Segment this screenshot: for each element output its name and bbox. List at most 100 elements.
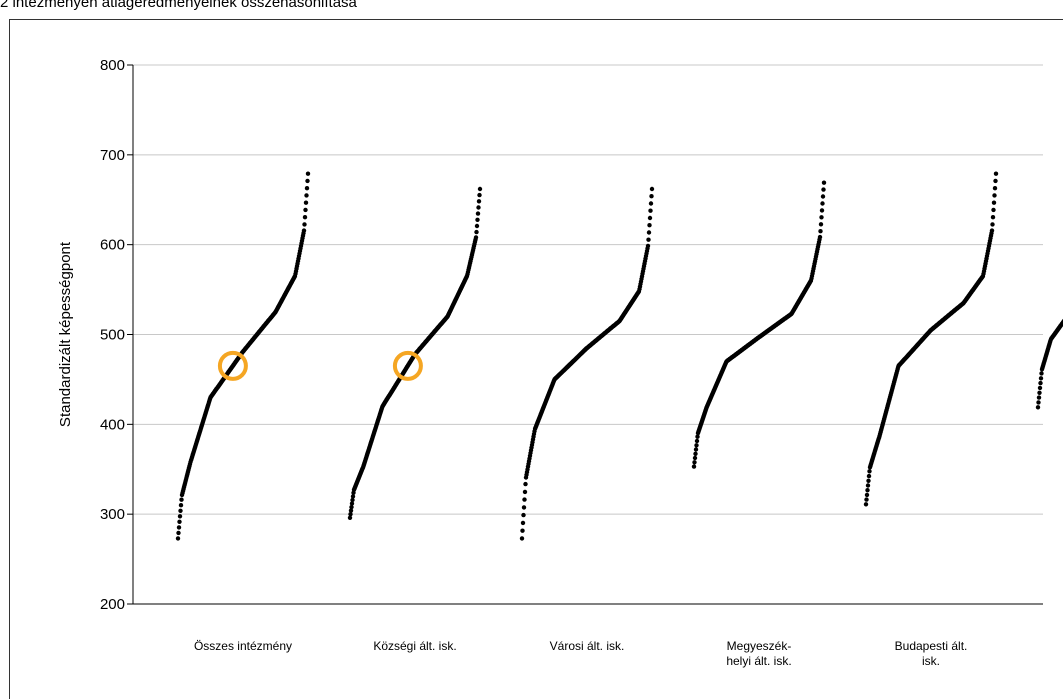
data-point bbox=[822, 181, 826, 185]
data-point bbox=[178, 509, 182, 513]
data-point bbox=[476, 211, 480, 215]
data-point bbox=[476, 205, 480, 209]
data-point bbox=[694, 447, 698, 451]
data-point bbox=[647, 230, 651, 234]
y-tick-label: 600 bbox=[100, 237, 125, 254]
data-point bbox=[303, 215, 307, 219]
data-point bbox=[646, 244, 650, 248]
data-point bbox=[867, 469, 871, 473]
data-point bbox=[991, 208, 995, 212]
data-point bbox=[475, 218, 479, 222]
data-point bbox=[306, 172, 310, 176]
data-point bbox=[649, 194, 653, 198]
category-label: Összes intézmény bbox=[194, 639, 292, 653]
data-point bbox=[176, 536, 180, 540]
data-point bbox=[820, 201, 824, 205]
data-point bbox=[865, 493, 869, 497]
data-point bbox=[692, 464, 696, 468]
data-point bbox=[520, 529, 524, 533]
data-point bbox=[474, 230, 478, 234]
data-point bbox=[692, 460, 696, 464]
data-point bbox=[864, 502, 868, 506]
data-point bbox=[177, 525, 181, 529]
data-point bbox=[302, 228, 306, 232]
data-point bbox=[648, 216, 652, 220]
data-point bbox=[1038, 386, 1042, 390]
data-point bbox=[179, 503, 183, 507]
data-point bbox=[477, 193, 481, 197]
y-axis-title: Standardizált képességpont bbox=[57, 241, 74, 427]
data-point bbox=[646, 238, 650, 242]
data-point bbox=[866, 479, 870, 483]
data-point bbox=[993, 179, 997, 183]
y-tick-label: 200 bbox=[100, 596, 125, 613]
data-point bbox=[302, 222, 306, 226]
data-point bbox=[867, 474, 871, 478]
data-point bbox=[990, 228, 994, 232]
data-point bbox=[993, 186, 997, 190]
data-point bbox=[522, 497, 526, 501]
data-point bbox=[178, 514, 182, 518]
category-label: Községi ált. isk. bbox=[373, 639, 456, 653]
data-point bbox=[179, 498, 183, 502]
data-point bbox=[477, 199, 481, 203]
data-point bbox=[523, 482, 527, 486]
y-tick-labels: 200 300 400 500 600 700 800 bbox=[100, 57, 125, 613]
y-tick-label: 800 bbox=[100, 57, 125, 74]
data-point bbox=[821, 194, 825, 198]
data-point bbox=[694, 443, 698, 447]
data-point bbox=[1037, 395, 1041, 399]
gridlines bbox=[133, 65, 1043, 514]
data-point bbox=[177, 520, 181, 524]
data-point bbox=[819, 215, 823, 219]
data-point bbox=[1039, 371, 1043, 375]
data-points bbox=[176, 172, 1063, 541]
data-point bbox=[475, 224, 479, 228]
data-point bbox=[1036, 400, 1040, 404]
data-point bbox=[305, 179, 309, 183]
data-point bbox=[521, 513, 525, 517]
data-point bbox=[695, 439, 699, 443]
data-point bbox=[176, 531, 180, 535]
data-point bbox=[991, 215, 995, 219]
data-point bbox=[650, 187, 654, 191]
data-point bbox=[305, 186, 309, 190]
category-label: Megyeszék-helyi ált. isk. bbox=[726, 639, 791, 668]
data-point bbox=[693, 452, 697, 456]
data-point bbox=[303, 208, 307, 212]
data-point bbox=[1036, 405, 1040, 409]
category-label: Városi ált. isk. bbox=[550, 639, 625, 653]
data-point bbox=[522, 505, 526, 509]
data-point bbox=[474, 235, 478, 239]
data-point bbox=[1037, 391, 1041, 395]
data-point bbox=[1038, 381, 1042, 385]
data-point bbox=[1039, 376, 1043, 380]
y-tick-label: 500 bbox=[100, 327, 125, 344]
data-point bbox=[994, 172, 998, 176]
data-point bbox=[521, 521, 525, 525]
data-point bbox=[304, 201, 308, 205]
data-point bbox=[649, 201, 653, 205]
data-point bbox=[992, 201, 996, 205]
data-point bbox=[818, 235, 822, 239]
y-tick-label: 700 bbox=[100, 147, 125, 164]
data-point bbox=[304, 193, 308, 197]
data-point bbox=[864, 497, 868, 501]
data-point bbox=[819, 222, 823, 226]
data-point bbox=[821, 187, 825, 191]
data-point bbox=[820, 208, 824, 212]
data-point bbox=[990, 222, 994, 226]
data-point bbox=[478, 187, 482, 191]
y-tick-label: 300 bbox=[100, 506, 125, 523]
y-tick-label: 400 bbox=[100, 416, 125, 433]
category-label: Budapesti ált.isk. bbox=[895, 639, 968, 668]
data-point bbox=[992, 193, 996, 197]
data-point bbox=[648, 209, 652, 213]
data-point bbox=[520, 536, 524, 540]
data-point bbox=[866, 483, 870, 487]
data-point bbox=[693, 456, 697, 460]
data-point bbox=[818, 229, 822, 233]
data-point bbox=[647, 223, 651, 227]
highlight-markers bbox=[220, 353, 421, 379]
